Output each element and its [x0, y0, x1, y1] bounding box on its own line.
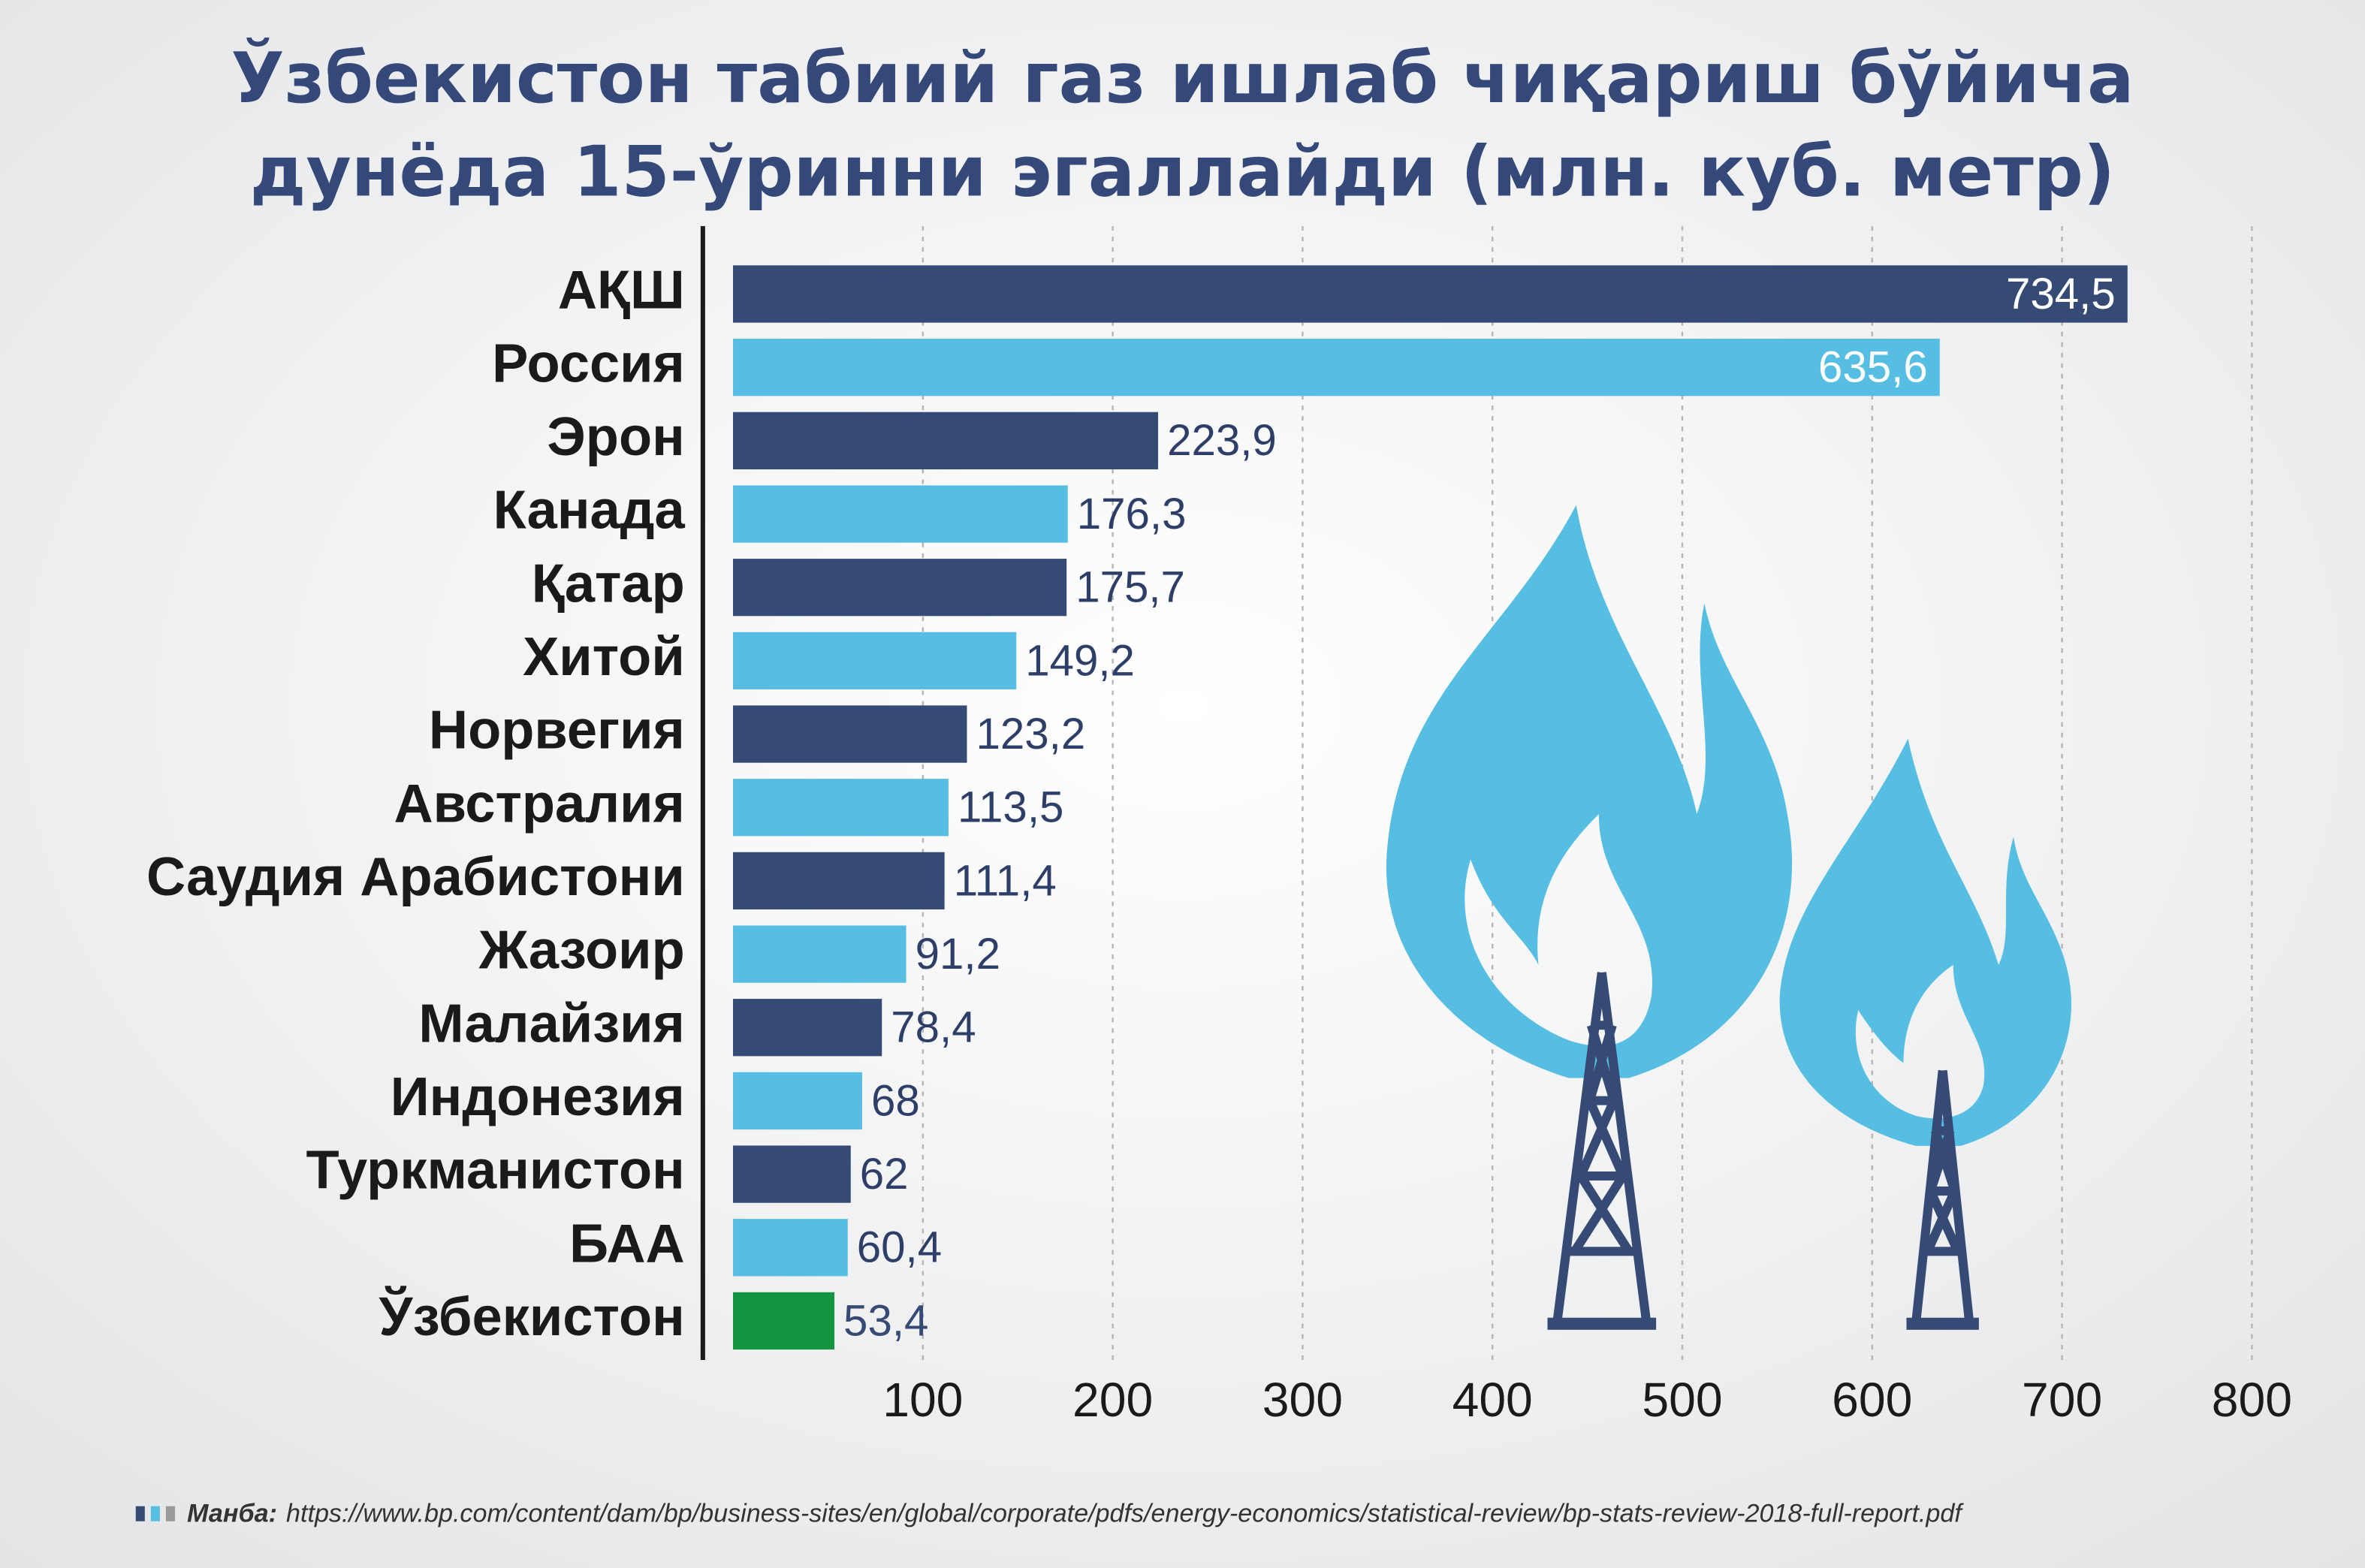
source-url: https://www.bp.com/content/dam/bp/busine…	[286, 1500, 1964, 1528]
decoration	[1386, 505, 2071, 1330]
category-label: Туркманистон	[306, 1141, 685, 1201]
value-label: 91,2	[916, 930, 1000, 978]
value-label: 149,2	[1025, 636, 1135, 685]
bar	[733, 632, 1017, 690]
value-label: 635,6	[1818, 343, 1928, 392]
x-tick-label: 500	[1642, 1373, 1722, 1427]
category-label: Канада	[493, 481, 686, 541]
value-label: 53,4	[843, 1296, 928, 1345]
bar	[733, 1292, 835, 1350]
bar	[733, 339, 1940, 397]
bar	[733, 559, 1067, 617]
x-tick-label: 600	[1832, 1373, 1912, 1427]
category-label: Австралия	[394, 773, 684, 834]
bar	[733, 1145, 851, 1203]
x-tick-label: 100	[882, 1373, 963, 1427]
category-label: Қатар	[532, 553, 685, 614]
category-label: Хитой	[523, 627, 685, 687]
category-label: Жазоир	[478, 921, 685, 981]
value-label: 734,5	[2006, 270, 2116, 318]
value-label: 123,2	[976, 710, 1086, 758]
value-label: 175,7	[1075, 563, 1185, 612]
bar	[733, 1072, 862, 1130]
bar	[733, 852, 945, 910]
category-label: Саудия Арабистони	[146, 847, 685, 907]
decoration	[165, 1506, 175, 1521]
value-label: 176,3	[1077, 490, 1187, 538]
bar	[733, 705, 967, 763]
value-label: 62	[860, 1150, 909, 1199]
bar	[733, 412, 1159, 469]
decoration	[135, 1506, 145, 1521]
x-tick-label: 200	[1072, 1373, 1153, 1427]
category-label: БАА	[569, 1214, 685, 1274]
category-label: Эрон	[547, 407, 684, 467]
category-label: Ўзбекистон	[379, 1286, 685, 1347]
bar	[733, 1219, 848, 1277]
value-label: 111,4	[954, 856, 1057, 905]
bar	[733, 925, 906, 983]
bar	[733, 265, 2128, 323]
decoration	[150, 1506, 160, 1521]
source-label: Манба:	[187, 1500, 277, 1528]
x-tick-label: 300	[1262, 1373, 1343, 1427]
bar	[733, 999, 882, 1057]
value-label: 68	[871, 1076, 920, 1125]
source: Манба: https://www.bp.com/content/dam/bp/…	[187, 1500, 1964, 1528]
value-label: 113,5	[958, 783, 1063, 832]
bar	[733, 779, 949, 837]
category-label: АҚШ	[558, 261, 685, 321]
x-tick-label: 800	[2212, 1373, 2292, 1427]
category-label: Малайзия	[418, 994, 684, 1054]
chart-title: Ўзбекистон табиий газ ишлаб чиқариш бўйи…	[231, 38, 2134, 119]
category-label: Россия	[492, 333, 685, 394]
x-tick-label: 400	[1452, 1373, 1533, 1427]
bar	[733, 485, 1068, 543]
x-tick-label: 700	[2022, 1373, 2102, 1427]
value-label: 223,9	[1167, 416, 1277, 465]
value-label: 60,4	[857, 1223, 942, 1272]
category-label: Норвегия	[429, 701, 685, 761]
value-label: 78,4	[891, 1003, 976, 1052]
category-label: Индонезия	[391, 1067, 685, 1127]
chart-title: дунёда 15-ўринни эгаллайди (млн. куб. ме…	[250, 131, 2115, 212]
